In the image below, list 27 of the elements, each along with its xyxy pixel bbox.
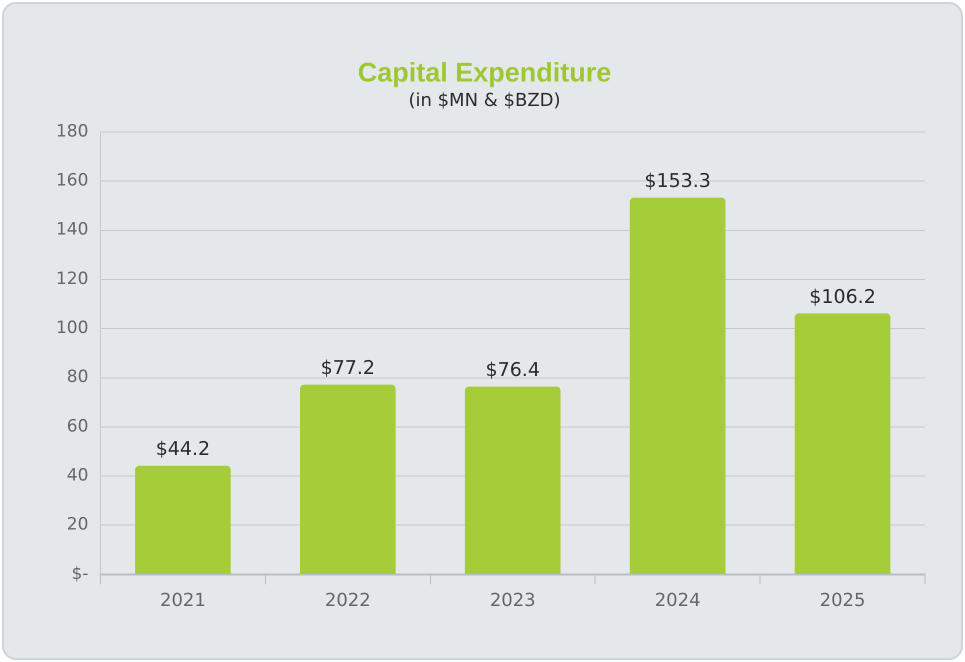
- bar: [630, 198, 726, 574]
- x-tick-label: 2022: [324, 590, 371, 611]
- data-label: $76.4: [486, 359, 540, 382]
- data-label: $77.2: [320, 357, 376, 380]
- data-label: $44.2: [156, 438, 210, 460]
- x-tick-label: 2021: [160, 590, 206, 611]
- y-tick-label: 80: [66, 367, 88, 388]
- y-tick-label: 180: [56, 121, 88, 142]
- data-label: $106.2: [809, 286, 876, 308]
- y-tick-label: 60: [66, 416, 88, 436]
- y-tick-label: 140: [56, 220, 88, 240]
- bar: [464, 386, 561, 574]
- chart-title: Capital Expenditure: [358, 58, 612, 88]
- x-tick-label: 2025: [820, 590, 866, 611]
- y-tick-label: 20: [66, 514, 88, 535]
- x-tick-label: 2024: [654, 590, 701, 611]
- chart-subtitle: (in $MN & $BZD): [408, 90, 561, 111]
- y-tick-label: 160: [56, 170, 88, 191]
- bar: [300, 384, 396, 574]
- bar: [135, 466, 231, 574]
- bar: [794, 313, 890, 574]
- x-tick-label: 2023: [490, 590, 536, 611]
- data-label: $153.3: [644, 170, 711, 192]
- y-tick-label: 100: [56, 318, 88, 338]
- y-tick-label: 40: [66, 466, 88, 486]
- y-tick-label: 120: [56, 268, 88, 289]
- y-tick-label: $-: [71, 564, 88, 584]
